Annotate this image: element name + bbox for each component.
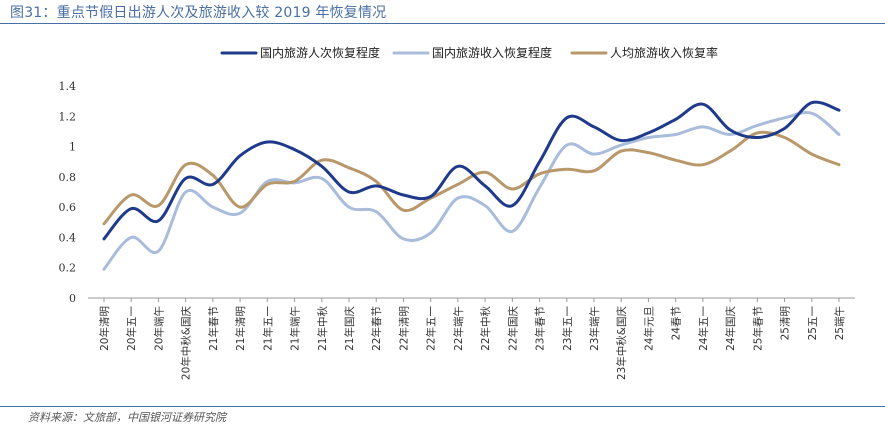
- y-tick-label: 0.2: [59, 262, 77, 275]
- x-tick-label: 25年春节: [751, 306, 764, 351]
- x-tick-label: 21年五一: [261, 306, 274, 351]
- x-tick-label: 25端午: [833, 306, 846, 340]
- y-tick-label: 0.6: [59, 201, 77, 214]
- x-tick-label: 22年五一: [425, 306, 438, 351]
- source-note: 资料来源：文旅部，中国银河证券研究院: [28, 411, 226, 424]
- y-tick-label: 1.4: [59, 80, 77, 93]
- y-tick-label: 1: [69, 141, 76, 154]
- y-tick-label: 0.8: [59, 171, 77, 184]
- x-tick-label: 22年国庆: [506, 306, 519, 351]
- x-tick-label: 20年端午: [152, 306, 165, 351]
- x-tick-label: 23年五一: [561, 306, 574, 351]
- series-line-1: [102, 100, 841, 241]
- series-line-2: [102, 111, 841, 271]
- figure-title: 图31：重点节假日出游人次及旅游收入较 2019 年恢复情况: [10, 5, 387, 21]
- x-tick-label: 21年国庆: [343, 306, 356, 351]
- x-tick-label: 23年春节: [534, 306, 547, 351]
- y-tick-label: 0: [69, 292, 76, 305]
- legend-label-2: 国内旅游收入恢复程度: [432, 45, 552, 60]
- y-tick-label: 1.2: [59, 110, 77, 123]
- y-tick-label: 0.4: [59, 231, 77, 244]
- bottom-rule: [0, 406, 885, 407]
- x-tick-label: 24春节: [671, 306, 683, 340]
- x-tick-label: 22年中秋: [479, 306, 492, 351]
- x-tick-label: 22年春节: [370, 306, 383, 351]
- x-tick-label: 24年五一: [697, 306, 710, 351]
- x-tick-label: 21年春节: [207, 306, 220, 351]
- x-tick-label: 22年端午: [452, 306, 465, 351]
- legend-label-1: 国内旅游人次恢复程度: [260, 45, 380, 60]
- series-line-3: [102, 130, 841, 226]
- x-tick-label: 20年中秋&国庆: [180, 306, 193, 381]
- top-rule: [0, 23, 885, 24]
- x-tick-label: 20年清明: [98, 306, 111, 351]
- x-tick-label: 23年端午: [588, 306, 601, 351]
- x-tick-label: 21年中秋: [316, 306, 329, 351]
- x-tick-label: 21年端午: [289, 306, 302, 351]
- x-tick-label: 24年国庆: [724, 306, 737, 351]
- x-tick-label: 20年五一: [125, 306, 138, 351]
- x-tick-label: 24年元旦: [642, 306, 655, 351]
- x-tick-label: 23年中秋&国庆: [615, 306, 628, 381]
- x-tick-label: 21年清明: [234, 306, 247, 351]
- legend-label-3: 人均旅游收入恢复率: [610, 45, 718, 60]
- x-tick-label: 22年清明: [397, 306, 410, 351]
- x-tick-label: 25五一: [807, 306, 819, 341]
- x-tick-label: 25清明: [779, 306, 792, 340]
